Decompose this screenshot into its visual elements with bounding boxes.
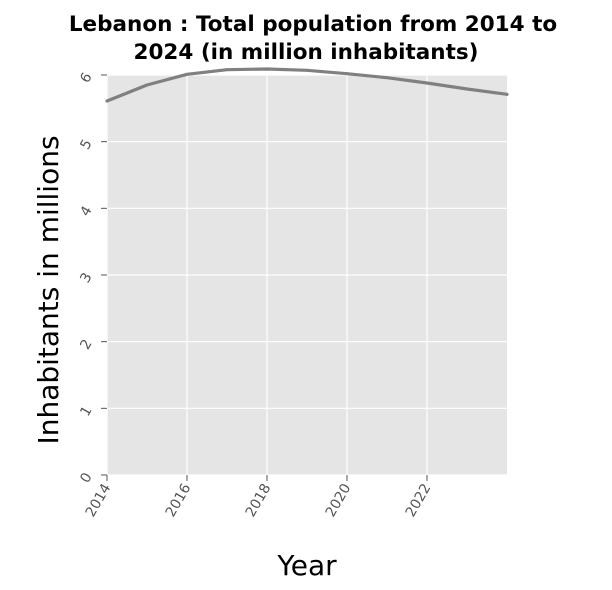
data-point — [385, 76, 389, 80]
y-tick-label: 0 — [77, 470, 95, 486]
data-point — [305, 68, 309, 72]
y-tick-label: 4 — [77, 203, 95, 219]
x-tick-label: 2016 — [163, 481, 195, 520]
x-tick-label: 2020 — [323, 481, 355, 520]
y-tick-label: 1 — [77, 403, 95, 419]
data-point — [145, 83, 149, 87]
y-tick-label: 6 — [77, 70, 95, 86]
data-point — [185, 72, 189, 76]
data-point — [505, 92, 509, 96]
x-axis-label: Year — [276, 549, 337, 582]
y-tick-label: 2 — [77, 337, 95, 353]
x-tick-label: 2018 — [243, 481, 275, 520]
data-point — [465, 87, 469, 91]
data-point — [425, 81, 429, 85]
x-tick-label: 2014 — [83, 481, 115, 520]
series-layer — [105, 67, 509, 103]
chart-title-line-1: Lebanon : Total population from 2014 to — [69, 12, 557, 37]
y-tick-label: 5 — [77, 137, 95, 153]
data-point — [105, 99, 109, 103]
chart-title-line-2: 2024 (in million inhabitants) — [134, 40, 479, 65]
data-point — [265, 67, 269, 71]
data-point — [345, 72, 349, 76]
x-tick-label: 2022 — [403, 481, 435, 520]
y-tick-label: 3 — [77, 270, 95, 286]
data-point — [225, 68, 229, 72]
y-axis-label: Inhabitants in millions — [32, 135, 65, 444]
